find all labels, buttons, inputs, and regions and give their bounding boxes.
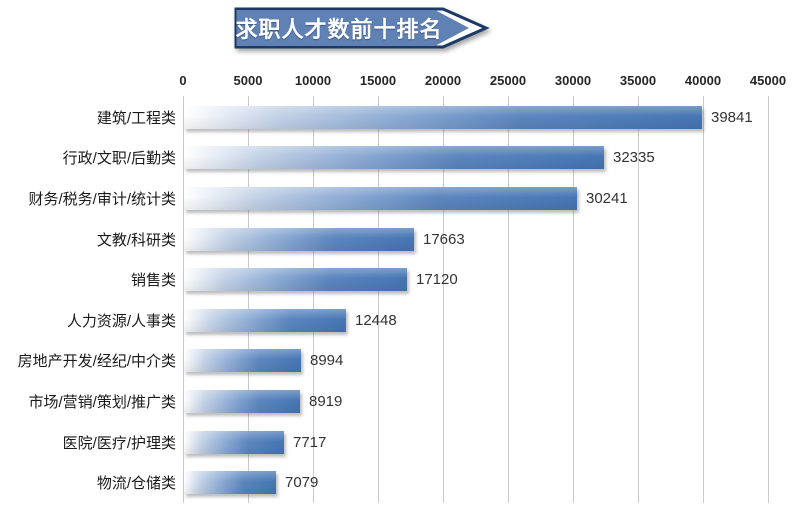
chart-row: 文教/科研类 17663 <box>0 219 796 260</box>
category-label: 人力资源/人事类 <box>66 312 176 330</box>
value-label: 39841 <box>711 108 753 126</box>
category-label: 医院/医疗/护理类 <box>62 434 176 452</box>
category-label: 建筑/工程类 <box>96 109 176 127</box>
value-label: 8919 <box>309 392 343 410</box>
chart-row: 人力资源/人事类 12448 <box>0 300 796 341</box>
value-label: 30241 <box>586 189 628 207</box>
gridline <box>638 96 639 503</box>
axis-tick-label: 20000 <box>424 73 462 88</box>
gridline <box>443 96 444 503</box>
category-label: 市场/营销/策划/推广类 <box>28 393 176 411</box>
axis-tick-label: 15000 <box>359 73 397 88</box>
chart-row: 销售类 17120 <box>0 259 796 300</box>
axis-tick-label: 5000 <box>233 73 263 88</box>
title-banner: 求职人才数前十排名 <box>234 7 492 53</box>
category-label: 文教/科研类 <box>96 231 176 249</box>
category-label: 房地产开发/经纪/中介类 <box>17 353 176 371</box>
bar <box>184 105 702 129</box>
gridline <box>703 96 704 503</box>
value-label: 32335 <box>613 149 655 167</box>
bar <box>184 308 346 332</box>
axis-tick-label: 30000 <box>554 73 592 88</box>
chart-row: 物流/仓储类 7079 <box>0 462 796 503</box>
gridline <box>183 96 184 503</box>
gridline <box>508 96 509 503</box>
banner-arrow-shape <box>234 7 490 49</box>
bar <box>184 146 604 170</box>
gridline <box>313 96 314 503</box>
value-label: 8994 <box>310 352 344 370</box>
bar <box>184 389 300 413</box>
chart-row: 行政/文职/后勤类 32335 <box>0 138 796 179</box>
chart-row: 市场/营销/策划/推广类 8919 <box>0 381 796 422</box>
bar <box>184 471 276 495</box>
bar <box>184 227 414 251</box>
axis-tick-label: 40000 <box>684 73 722 88</box>
bar <box>184 430 284 454</box>
bar <box>184 268 407 292</box>
category-label: 财务/税务/审计/统计类 <box>28 190 176 208</box>
chart-row: 建筑/工程类 39841 <box>0 97 796 138</box>
axis-tick-label: 35000 <box>619 73 657 88</box>
gridline <box>248 96 249 503</box>
axis-tick-label: 0 <box>179 73 187 88</box>
category-label: 行政/文职/后勤类 <box>62 150 176 168</box>
value-label: 12448 <box>355 311 397 329</box>
category-label: 销售类 <box>130 272 176 290</box>
gridline <box>768 96 769 503</box>
bar <box>184 349 301 373</box>
axis-tick-label: 25000 <box>489 73 527 88</box>
value-label: 7079 <box>285 474 319 492</box>
gridline <box>378 96 379 503</box>
value-label: 7717 <box>293 433 327 451</box>
gridline <box>573 96 574 503</box>
value-label: 17120 <box>416 271 458 289</box>
category-label: 物流/仓储类 <box>96 475 176 493</box>
chart-row: 医院/医疗/护理类 7717 <box>0 422 796 463</box>
axis-tick-label: 10000 <box>294 73 332 88</box>
banner-inner-fill <box>236 10 469 46</box>
chart-row: 房地产开发/经纪/中介类 8994 <box>0 341 796 382</box>
value-label: 17663 <box>423 230 465 248</box>
chart-row: 财务/税务/审计/统计类 30241 <box>0 178 796 219</box>
axis-tick-label: 45000 <box>749 73 787 88</box>
chart-title: 求职人才数前十排名 <box>235 17 443 42</box>
bar <box>184 186 577 210</box>
